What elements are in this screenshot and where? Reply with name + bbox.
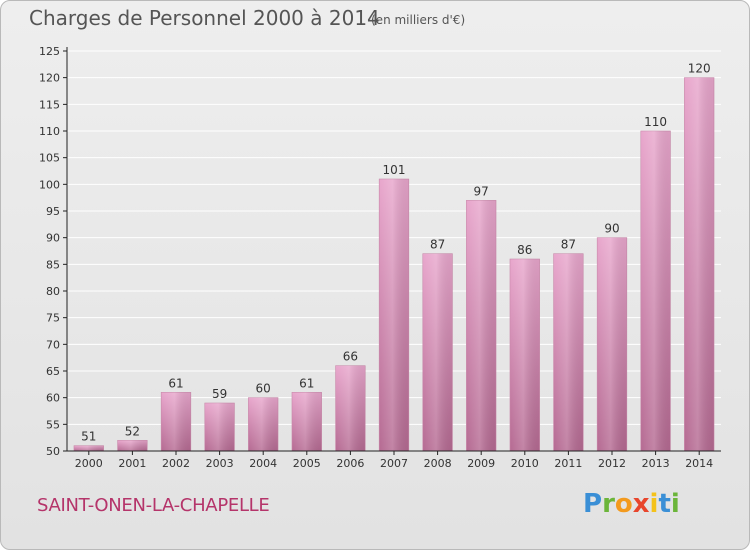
y-tick-label: 70 xyxy=(46,338,60,351)
bar-value-label: 61 xyxy=(299,376,314,390)
x-tick-label: 2005 xyxy=(293,457,321,470)
x-tick-label: 2012 xyxy=(598,457,626,470)
bar-sheen xyxy=(379,179,409,451)
y-tick-label: 120 xyxy=(39,72,60,85)
x-tick-label: 2000 xyxy=(75,457,103,470)
bar-sheen xyxy=(509,259,540,451)
bar-sheen xyxy=(466,200,497,451)
bar-value-label: 51 xyxy=(81,430,96,444)
x-tick-label: 2003 xyxy=(206,457,234,470)
y-tick-label: 125 xyxy=(39,45,60,58)
bar-sheen xyxy=(73,445,104,451)
bar-value-label: 101 xyxy=(383,163,406,177)
x-tick-label: 2004 xyxy=(249,457,277,470)
y-tick-label: 85 xyxy=(46,258,60,271)
y-tick-label: 110 xyxy=(39,125,60,138)
bar-sheen xyxy=(640,131,671,451)
commune-name: SAINT-ONEN-LA-CHAPELLE xyxy=(37,495,270,516)
chart-title: Charges de Personnel 2000 à 2014 xyxy=(29,6,380,30)
bar-value-label: 90 xyxy=(604,222,619,236)
bar-sheen xyxy=(248,397,279,451)
proxiti-logo[interactable]: Proxiti xyxy=(583,489,680,519)
x-tick-label: 2008 xyxy=(424,457,452,470)
bar-value-label: 110 xyxy=(644,115,667,129)
y-tick-label: 90 xyxy=(46,232,60,245)
bar-value-label: 60 xyxy=(256,382,271,396)
x-tick-label: 2011 xyxy=(554,457,582,470)
y-tick-label: 65 xyxy=(46,365,60,378)
x-tick-label: 2009 xyxy=(467,457,495,470)
y-tick-label: 80 xyxy=(46,285,60,298)
bar-value-label: 120 xyxy=(688,62,711,76)
y-tick-label: 100 xyxy=(39,178,60,191)
y-tick-label: 95 xyxy=(46,205,60,218)
x-tick-label: 2007 xyxy=(380,457,408,470)
bar-sheen xyxy=(597,237,627,451)
bar-value-label: 61 xyxy=(168,376,183,390)
bar-value-label: 52 xyxy=(125,424,140,438)
x-tick-label: 2010 xyxy=(511,457,539,470)
bar-sheen xyxy=(161,392,191,451)
y-tick-label: 105 xyxy=(39,152,60,165)
bar-sheen xyxy=(422,253,453,451)
y-tick-label: 55 xyxy=(46,418,60,431)
bar-value-label: 87 xyxy=(561,238,576,252)
bar-sheen xyxy=(553,253,584,451)
x-tick-label: 2001 xyxy=(118,457,146,470)
y-tick-label: 115 xyxy=(39,98,60,111)
bar-value-label: 86 xyxy=(517,243,532,257)
x-tick-label: 2013 xyxy=(642,457,670,470)
y-tick-label: 50 xyxy=(46,445,60,458)
bar-value-label: 59 xyxy=(212,387,227,401)
bar-sheen xyxy=(204,403,235,451)
y-tick-label: 60 xyxy=(46,392,60,405)
bar-value-label: 87 xyxy=(430,238,445,252)
x-tick-label: 2014 xyxy=(685,457,713,470)
chart-subtitle: (en milliers d'€) xyxy=(371,13,466,27)
bar-sheen xyxy=(684,77,715,452)
bar-value-label: 66 xyxy=(343,350,358,364)
x-tick-label: 2002 xyxy=(162,457,190,470)
x-tick-label: 2006 xyxy=(336,457,364,470)
bar-sheen xyxy=(335,365,366,451)
y-tick-label: 75 xyxy=(46,312,60,325)
bar-value-label: 97 xyxy=(474,184,489,198)
bar-sheen xyxy=(117,440,148,451)
bar-sheen xyxy=(291,392,322,451)
